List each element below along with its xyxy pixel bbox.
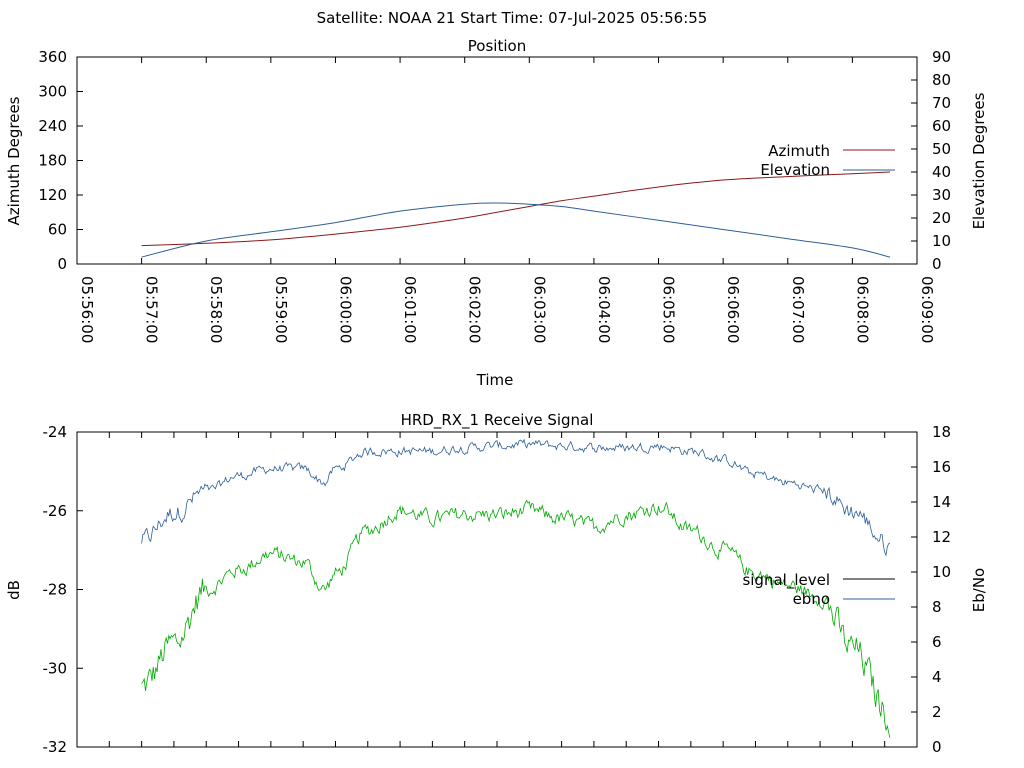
signal-y-tick-label: -24 (43, 423, 68, 441)
position-x-tick-label: 05:56:00 (78, 276, 96, 343)
legend-label-azimuth: Azimuth (768, 142, 830, 160)
position-y2-tick-label: 70 (932, 94, 951, 112)
position-y-tick-label: 300 (38, 83, 67, 101)
position-y2-tick-label: 40 (932, 163, 951, 181)
position-y2-tick-label: 20 (932, 209, 951, 227)
series-line-ebno (141, 438, 891, 557)
position-x-tick-label: 06:01:00 (401, 276, 419, 343)
signal-chart: HRD_RX_1 Receive Signal -24 -26 -28 -30 -32 0… (5, 411, 988, 756)
position-y-tick-label: 120 (38, 186, 67, 204)
position-y2-tick-label: 0 (932, 255, 942, 273)
position-x-axis-label: Time (476, 371, 514, 389)
signal-y2-tick-label: 12 (932, 528, 951, 546)
position-series (141, 171, 891, 258)
figure-title: Satellite: NOAA 21 Start Time: 07-Jul-20… (317, 9, 708, 27)
position-x-tick-label: 06:02:00 (466, 276, 484, 343)
signal-y-tick-label: -28 (43, 581, 68, 599)
position-x-tick-label: 06:08:00 (853, 276, 871, 343)
position-x-tick-label: 05:59:00 (272, 276, 290, 343)
position-ticks: 05:56:00 05:57:00 05:58:00 05:59:00 06:00:00… (38, 48, 951, 343)
signal-y2-tick-label: 0 (932, 738, 942, 756)
signal-chart-title: HRD_RX_1 Receive Signal (401, 411, 594, 430)
legend-label-elevation: Elevation (760, 161, 830, 179)
signal-y2-tick-label: 18 (932, 423, 951, 441)
legend-label-signal-level: signal_level (742, 571, 830, 590)
position-y2-tick-label: 30 (932, 186, 951, 204)
position-y-tick-label: 60 (48, 221, 67, 239)
position-x-tick-label: 06:05:00 (660, 276, 678, 343)
position-legend: Azimuth Elevation (760, 142, 895, 179)
position-y2-tick-label: 50 (932, 140, 951, 158)
position-y2-tick-label: 80 (932, 71, 951, 89)
position-x-tick-label: 06:07:00 (789, 276, 807, 343)
signal-y2-tick-label: 4 (932, 668, 942, 686)
position-y2-tick-label: 90 (932, 48, 951, 66)
position-y2-tick-label: 10 (932, 232, 951, 250)
series-line-azimuth (141, 171, 891, 247)
signal-y2-tick-label: 16 (932, 458, 951, 476)
signal-y2-tick-label: 2 (932, 703, 942, 721)
position-x-tick-label: 06:00:00 (336, 276, 354, 343)
series-line-elevation (141, 202, 891, 258)
signal-y2-tick-label: 14 (932, 493, 951, 511)
signal-y-tick-label: -26 (43, 502, 68, 520)
signal-series (141, 438, 891, 738)
position-y2-axis-label: Elevation Degrees (970, 92, 988, 229)
position-x-tick-label: 06:09:00 (918, 276, 936, 343)
position-y-axis-label: Azimuth Degrees (5, 96, 23, 225)
signal-y2-tick-label: 8 (932, 598, 942, 616)
signal-y2-axis-label: Eb/No (970, 568, 988, 612)
signal-y-tick-label: -32 (43, 738, 68, 756)
position-chart-title: Position (468, 37, 526, 55)
position-y-tick-label: 360 (38, 48, 67, 66)
position-x-tick-label: 05:57:00 (143, 276, 161, 343)
series-line-signal-level (141, 499, 891, 738)
signal-y2-tick-label: 10 (932, 563, 951, 581)
position-y-tick-label: 0 (57, 255, 67, 273)
position-x-tick-label: 06:04:00 (595, 276, 613, 343)
signal-ticks: -24 -26 -28 -30 -32 0 2 4 6 8 10 12 14 16 18 (43, 423, 952, 756)
position-x-tick-label: 06:06:00 (724, 276, 742, 343)
position-chart: Position 05:56:00 05:57:00 05:58:00 05:59:0… (5, 37, 988, 389)
signal-y-tick-label: -30 (43, 659, 68, 677)
signal-legend: signal_level ebno (742, 571, 895, 608)
position-x-tick-label: 05:58:00 (207, 276, 225, 343)
position-y-tick-label: 240 (38, 117, 67, 135)
position-y2-tick-label: 60 (932, 117, 951, 135)
legend-label-ebno: ebno (793, 590, 830, 608)
signal-y2-tick-label: 6 (932, 633, 942, 651)
position-y-tick-label: 180 (38, 152, 67, 170)
signal-y-axis-label: dB (5, 580, 23, 600)
position-x-tick-label: 06:03:00 (530, 276, 548, 343)
